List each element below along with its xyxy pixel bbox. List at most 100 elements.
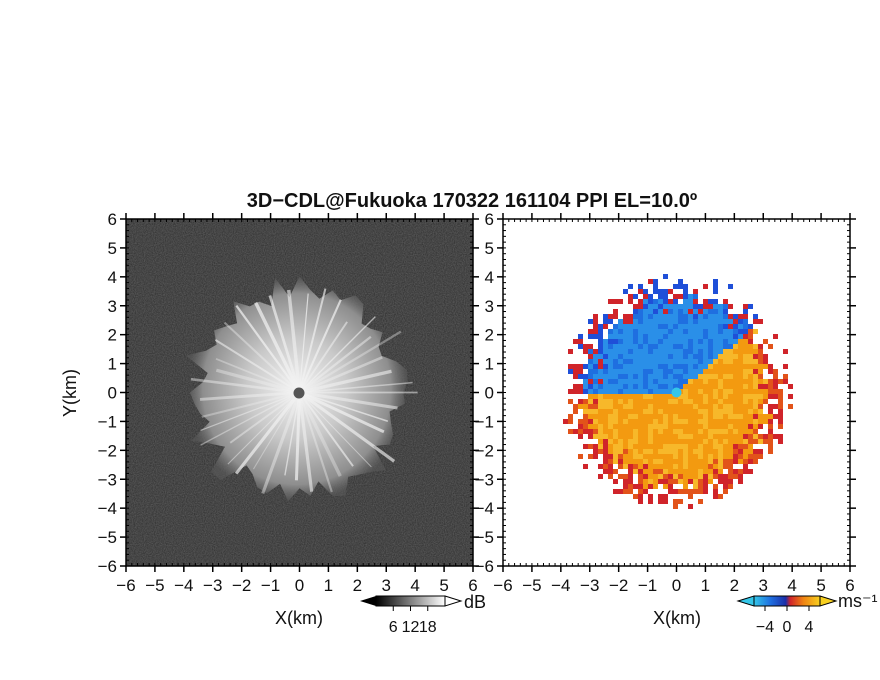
velocity-cell	[733, 454, 738, 459]
velocity-cell	[618, 389, 623, 394]
velocity-cell	[658, 404, 663, 409]
velocity-cell	[743, 309, 748, 314]
velocity-cell	[678, 489, 683, 494]
velocity-cell	[583, 409, 588, 414]
velocity-cell	[643, 489, 648, 494]
velocity-cell	[753, 404, 758, 409]
velocity-cell	[738, 474, 743, 479]
velocity-cell	[708, 344, 713, 349]
velocity-cell	[648, 354, 653, 359]
velocity-cell	[648, 359, 653, 364]
velocity-cell	[693, 344, 698, 349]
velocity-cell	[648, 389, 653, 394]
velocity-cell	[623, 289, 628, 294]
velocity-cell	[693, 424, 698, 429]
velocity-cell	[683, 319, 688, 324]
velocity-cell	[703, 484, 708, 489]
velocity-cell	[603, 369, 608, 374]
velocity-cell	[738, 469, 743, 474]
velocity-cell	[683, 369, 688, 374]
velocity-cell	[608, 379, 613, 384]
velocity-cell	[613, 339, 618, 344]
velocity-cell	[683, 394, 688, 399]
velocity-cell	[763, 394, 768, 399]
velocity-cell	[708, 349, 713, 354]
velocity-cell	[763, 389, 768, 394]
velocity-cell	[658, 464, 663, 469]
velocity-cell	[618, 354, 623, 359]
velocity-cell	[673, 479, 678, 484]
velocity-cell	[713, 284, 718, 289]
velocity-cell	[738, 334, 743, 339]
velocity-cell	[603, 394, 608, 399]
velocity-cell	[688, 389, 693, 394]
velocity-cell	[708, 404, 713, 409]
velocity-cell	[613, 399, 618, 404]
velocity-cell	[673, 299, 678, 304]
velocity-cell	[708, 359, 713, 364]
velocity-cell	[623, 419, 628, 424]
velocity-cell	[658, 454, 663, 459]
velocity-cell	[648, 444, 653, 449]
echo-ray	[190, 377, 300, 394]
y-tick-label: 2	[485, 326, 494, 345]
y-tick-label: −2	[475, 441, 494, 460]
velocity-cell	[698, 384, 703, 389]
velocity-cell	[573, 369, 578, 374]
velocity-cell	[718, 384, 723, 389]
velocity-cell	[653, 304, 658, 309]
velocity-cell	[698, 394, 703, 399]
velocity-cell	[568, 349, 573, 354]
velocity-cell	[603, 324, 608, 329]
velocity-cell	[633, 394, 638, 399]
velocity-cell	[648, 424, 653, 429]
velocity-cell	[698, 454, 703, 459]
velocity-cell	[588, 334, 593, 339]
velocity-cell	[663, 399, 668, 404]
velocity-cell	[763, 414, 768, 419]
velocity-cell	[593, 334, 598, 339]
velocity-cell	[673, 454, 678, 459]
velocity-cell	[578, 369, 583, 374]
colorbar-tick-label: 18	[419, 619, 437, 636]
velocity-cell	[678, 324, 683, 329]
velocity-cell	[613, 489, 618, 494]
velocity-cell	[613, 364, 618, 369]
velocity-cell	[718, 414, 723, 419]
x-tick-label: 3	[759, 576, 768, 595]
velocity-cell	[708, 474, 713, 479]
velocity-cell	[628, 489, 633, 494]
x-tick-label: −3	[203, 576, 222, 595]
velocity-cell	[583, 404, 588, 409]
velocity-cell	[598, 329, 603, 334]
velocity-cell	[693, 444, 698, 449]
velocity-cell	[743, 459, 748, 464]
velocity-cell	[733, 359, 738, 364]
velocity-cell	[678, 344, 683, 349]
velocity-cell	[753, 434, 758, 439]
velocity-cell	[733, 314, 738, 319]
y-tick-label: 6	[108, 210, 117, 229]
velocity-cell	[713, 319, 718, 324]
echo-ray	[284, 392, 301, 476]
echo-ray	[299, 381, 413, 394]
velocity-cell	[588, 369, 593, 374]
velocity-cell	[623, 409, 628, 414]
velocity-cell	[733, 369, 738, 374]
velocity-cell	[673, 359, 678, 364]
velocity-cell	[633, 384, 638, 389]
velocity-cell	[723, 384, 728, 389]
velocity-cell	[593, 369, 598, 374]
velocity-cell	[718, 399, 723, 404]
velocity-cell	[758, 409, 763, 414]
velocity-cell	[648, 374, 653, 379]
velocity-cell	[648, 339, 653, 344]
x-tick-label: 1	[324, 576, 333, 595]
velocity-cell	[698, 439, 703, 444]
x-tick-label: 6	[845, 576, 854, 595]
velocity-cell	[613, 439, 618, 444]
velocity-cell	[643, 339, 648, 344]
velocity-cell	[673, 424, 678, 429]
velocity-cell	[678, 334, 683, 339]
